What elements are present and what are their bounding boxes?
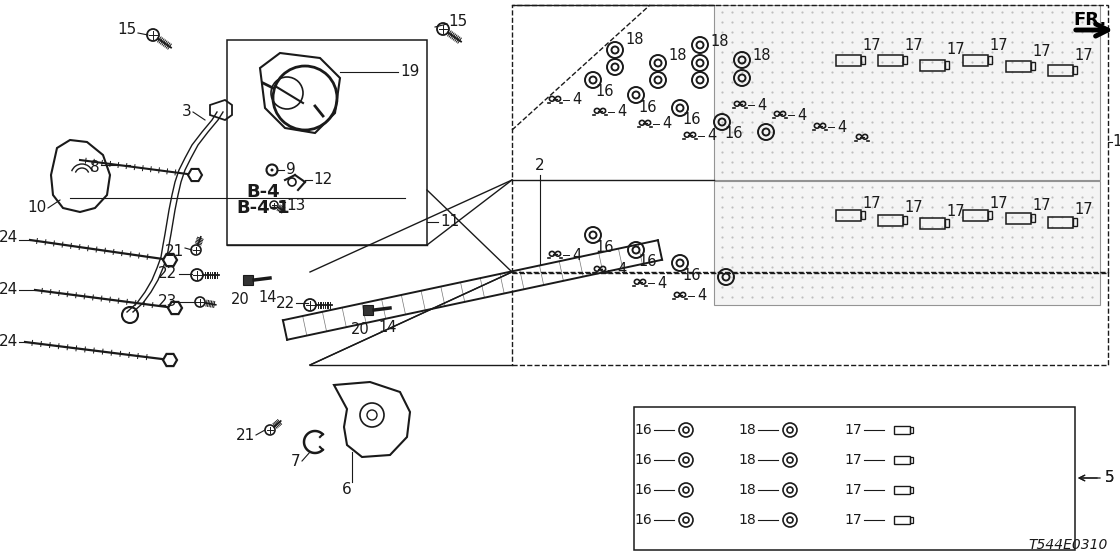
Text: 20: 20 — [231, 292, 250, 307]
Polygon shape — [168, 302, 181, 314]
Text: 17: 17 — [862, 38, 880, 53]
Text: 10: 10 — [28, 200, 47, 216]
Text: 4: 4 — [837, 119, 847, 134]
Bar — [634, 407, 1075, 550]
Text: 4: 4 — [657, 276, 666, 291]
Text: 18: 18 — [625, 32, 644, 48]
Bar — [227, 40, 427, 245]
Text: 4: 4 — [697, 288, 707, 304]
Text: 17: 17 — [1074, 48, 1093, 63]
Text: 16: 16 — [638, 254, 656, 269]
Text: T544E0310: T544E0310 — [1028, 538, 1108, 552]
Text: 17: 17 — [946, 203, 964, 218]
Text: 17: 17 — [1074, 203, 1093, 217]
Text: 18: 18 — [668, 48, 687, 63]
Text: 9: 9 — [286, 162, 296, 178]
Text: 20: 20 — [351, 322, 370, 337]
Text: 4: 4 — [797, 108, 806, 123]
Text: 17: 17 — [844, 423, 862, 437]
Text: 23: 23 — [158, 293, 177, 309]
Text: B-4-1: B-4-1 — [236, 199, 290, 217]
Text: 24: 24 — [0, 231, 18, 245]
Text: 5: 5 — [1105, 470, 1114, 486]
Text: 24: 24 — [0, 282, 18, 297]
Text: B-4: B-4 — [246, 183, 280, 201]
Text: 22: 22 — [276, 296, 295, 310]
Text: 18: 18 — [738, 453, 756, 467]
Text: 19: 19 — [400, 64, 419, 80]
Text: 22: 22 — [158, 267, 177, 282]
Bar — [363, 305, 373, 315]
Text: 17: 17 — [844, 483, 862, 497]
Text: 3: 3 — [183, 105, 192, 119]
Text: 14: 14 — [259, 290, 278, 305]
Text: 17: 17 — [1032, 44, 1051, 58]
Text: 4: 4 — [572, 92, 581, 108]
Text: 17: 17 — [1032, 198, 1051, 213]
Text: 18: 18 — [738, 513, 756, 527]
Text: 4: 4 — [757, 97, 766, 113]
Bar — [512, 272, 1108, 365]
Text: 7: 7 — [290, 454, 300, 469]
Text: 16: 16 — [682, 268, 700, 282]
Text: 17: 17 — [989, 38, 1008, 53]
Text: 4: 4 — [617, 263, 626, 278]
Polygon shape — [164, 354, 177, 366]
Text: 17: 17 — [904, 38, 923, 53]
Text: 4: 4 — [662, 116, 671, 132]
Text: 4: 4 — [707, 128, 717, 143]
Text: 16: 16 — [634, 513, 652, 527]
Circle shape — [271, 169, 273, 171]
Text: 18: 18 — [738, 483, 756, 497]
Text: 16: 16 — [595, 85, 614, 100]
Bar — [243, 275, 253, 285]
Polygon shape — [188, 169, 202, 181]
Text: 14: 14 — [379, 320, 398, 335]
Text: 15: 15 — [118, 22, 137, 38]
Text: 6: 6 — [342, 483, 352, 497]
Text: 13: 13 — [286, 198, 306, 212]
Bar — [715, 5, 1100, 180]
Text: 4: 4 — [617, 105, 626, 119]
Bar — [512, 5, 1108, 273]
Text: 16: 16 — [634, 483, 652, 497]
Text: 17: 17 — [904, 200, 923, 216]
Text: 5: 5 — [1105, 470, 1114, 486]
Polygon shape — [164, 254, 177, 266]
Text: 16: 16 — [724, 127, 743, 142]
Text: 16: 16 — [682, 113, 700, 128]
Text: 11: 11 — [440, 214, 459, 230]
Text: 12: 12 — [312, 172, 333, 188]
Text: 18: 18 — [710, 35, 728, 49]
Text: 16: 16 — [595, 240, 614, 254]
Text: 17: 17 — [844, 453, 862, 467]
Text: 16: 16 — [638, 100, 656, 114]
Text: 21: 21 — [235, 427, 255, 442]
Bar — [715, 181, 1100, 305]
Text: 24: 24 — [0, 334, 18, 349]
Text: 17: 17 — [946, 43, 964, 58]
Text: 1: 1 — [1112, 134, 1120, 150]
Text: 18: 18 — [738, 423, 756, 437]
Text: FR.: FR. — [1073, 11, 1107, 29]
Text: 4: 4 — [572, 248, 581, 263]
Text: 16: 16 — [634, 423, 652, 437]
Text: 17: 17 — [989, 195, 1008, 211]
Text: 21: 21 — [165, 245, 184, 259]
Text: 17: 17 — [862, 195, 880, 211]
Text: 2: 2 — [535, 158, 544, 173]
Text: 18: 18 — [752, 48, 771, 63]
Text: 15: 15 — [448, 15, 467, 30]
Text: 17: 17 — [844, 513, 862, 527]
Text: 8: 8 — [91, 160, 100, 175]
Text: 16: 16 — [634, 453, 652, 467]
